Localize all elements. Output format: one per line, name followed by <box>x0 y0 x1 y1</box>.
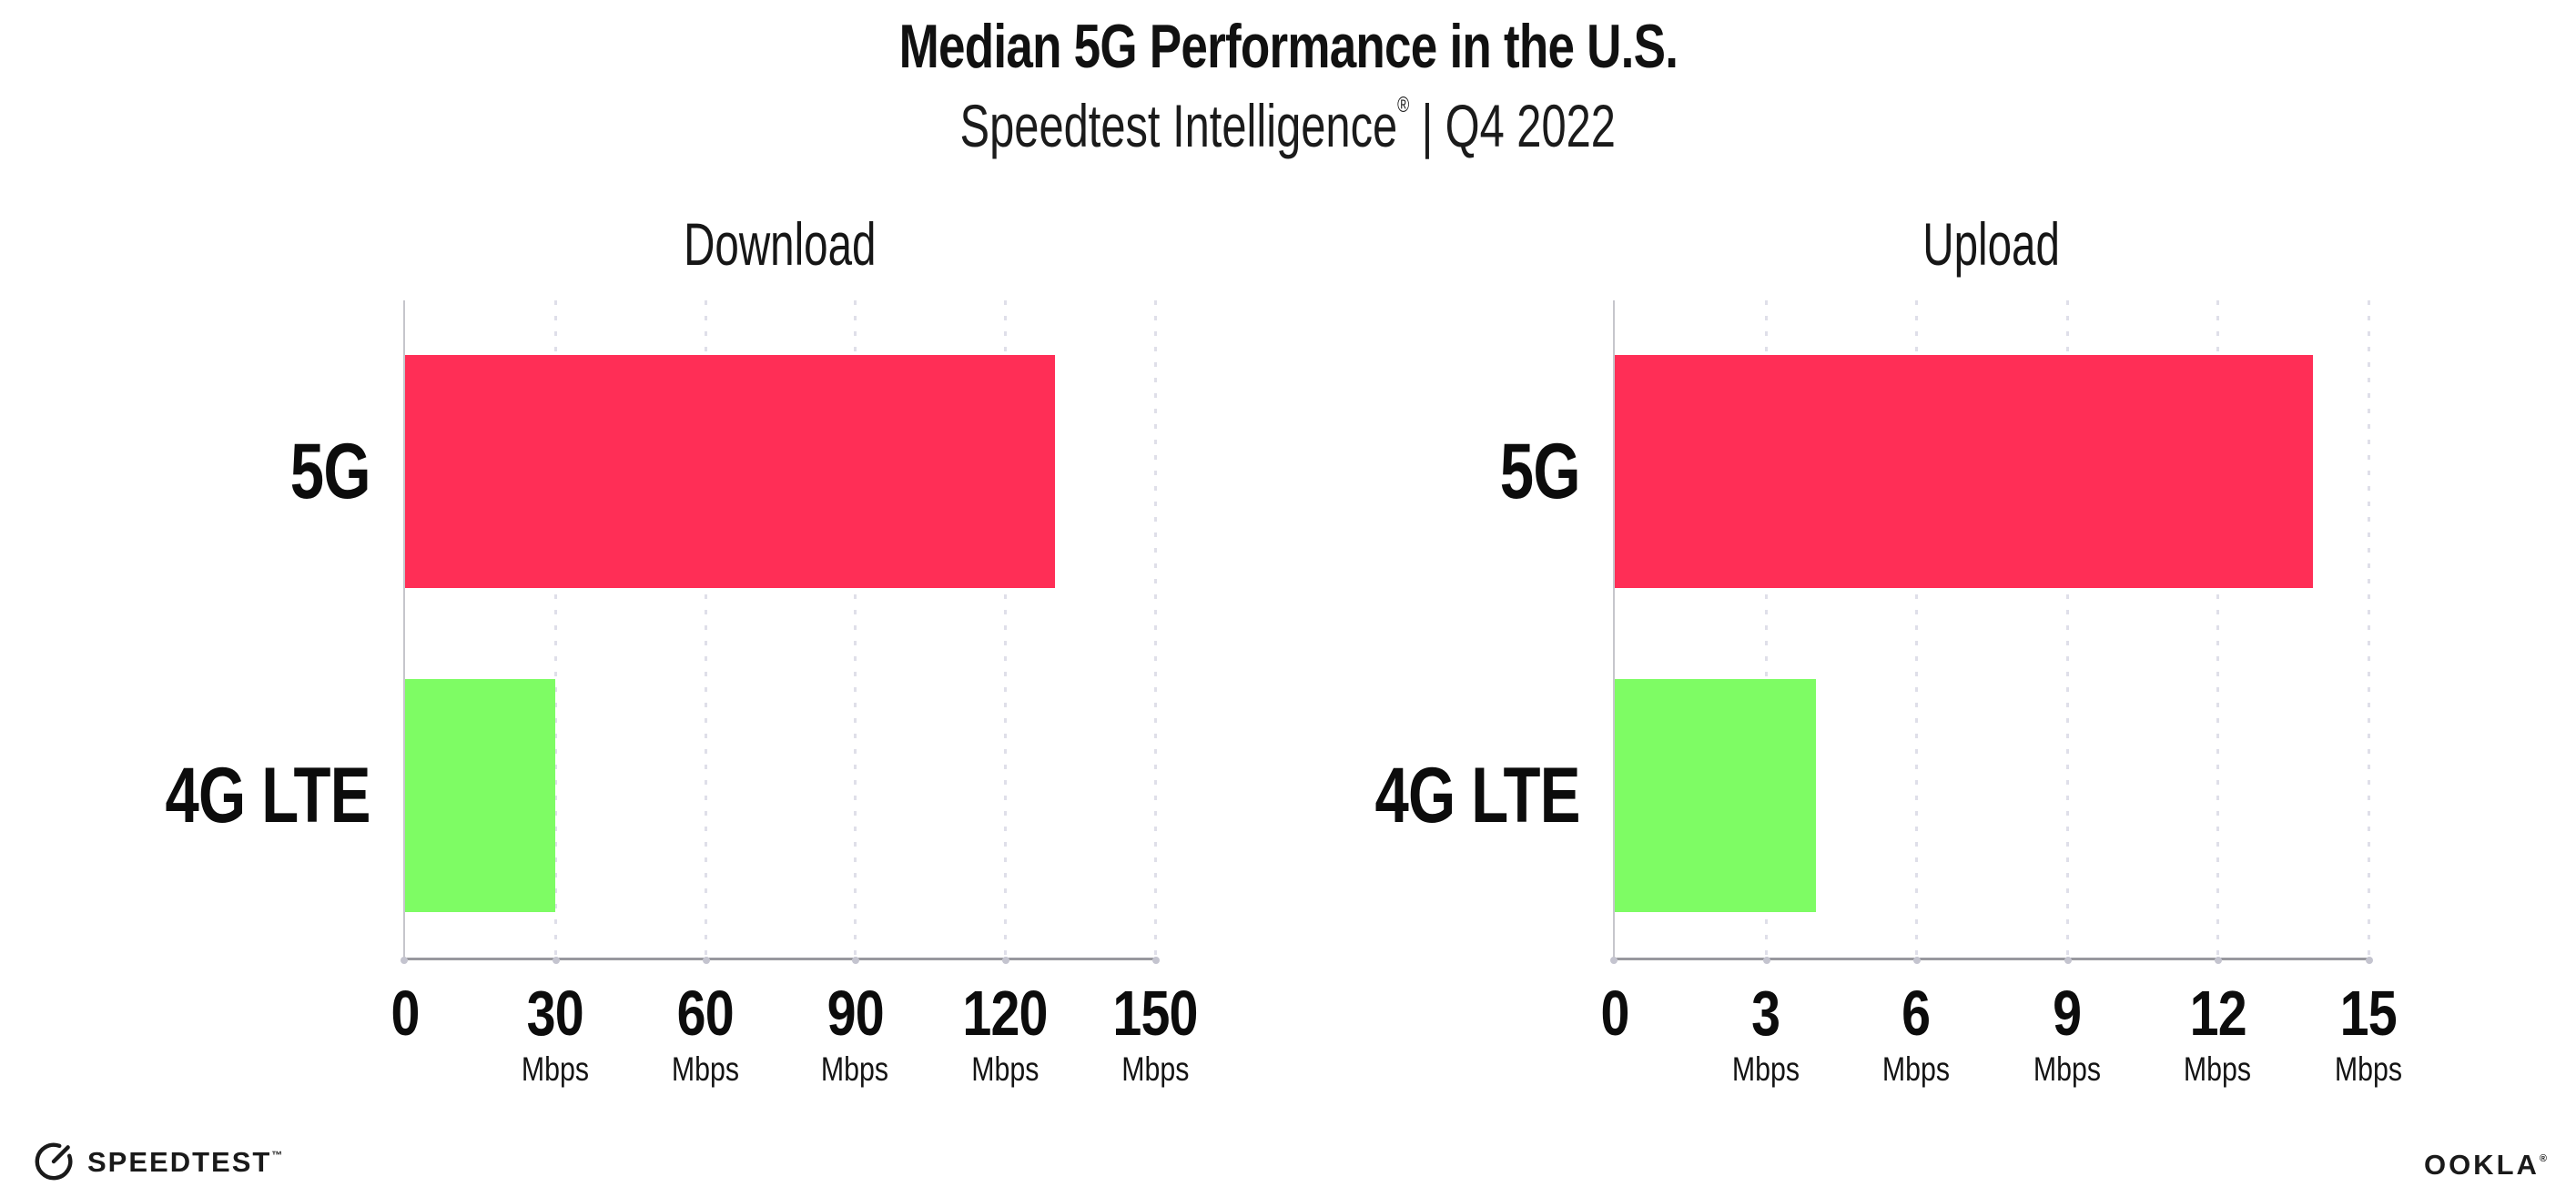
x-tick-120-value: 120 <box>962 978 1049 1049</box>
gridline-9 <box>2064 300 2072 964</box>
x-tick-9-unit: Mbps <box>2033 1050 2101 1088</box>
x-tick-30-value: 30 <box>526 978 584 1049</box>
x-tick-9-value: 9 <box>2053 978 2082 1049</box>
speedtest-wordmark: SPEEDTEST™ <box>87 1148 282 1176</box>
category-label-5g-text: 5G <box>290 427 371 515</box>
x-tick-0-value: 0 <box>390 978 420 1049</box>
x-tick-12-value: 12 <box>2189 978 2246 1049</box>
x-tick-60-unit: Mbps <box>671 1050 739 1088</box>
x-tick-120: 120 Mbps <box>953 981 1057 1086</box>
download-chart-title-text: Download <box>684 210 877 278</box>
x-tick-30-unit: Mbps <box>521 1050 589 1088</box>
gridline-120 <box>1002 300 1010 964</box>
download-chart-plot: Download 5G 4G LTE 0 30 Mbps 60 Mbps 90 … <box>166 210 1199 1086</box>
registered-symbol: ® <box>2539 1153 2547 1164</box>
x-tick-3-value: 3 <box>1751 978 1780 1049</box>
speedtest-logo: SPEEDTEST™ <box>33 1141 282 1182</box>
x-tick-0: 0 <box>1597 981 1632 1045</box>
x-tick-15-unit: Mbps <box>2334 1050 2403 1088</box>
x-tick-6: 6 Mbps <box>1875 981 1957 1086</box>
x-tick-90: 90 Mbps <box>814 981 896 1086</box>
category-label-4g-lte: 4G LTE <box>1317 679 1581 912</box>
x-tick-6-unit: Mbps <box>1882 1050 1951 1088</box>
x-tick-3: 3 Mbps <box>1724 981 1806 1086</box>
bar-5g-download <box>405 355 1056 588</box>
upload-chart-title-text: Upload <box>1922 210 2061 278</box>
x-tick-3-unit: Mbps <box>1731 1050 1800 1088</box>
subtitle-separator: | <box>1421 92 1434 159</box>
x-tick-60-value: 60 <box>676 978 734 1049</box>
gridline-12 <box>2215 300 2223 964</box>
x-tick-0: 0 <box>388 981 422 1045</box>
upload-chart-plot: Upload 5G 4G LTE 0 3 Mbps 6 Mbps 9 Mbps <box>1375 210 2402 1086</box>
subtitle-period: Q4 2022 <box>1445 92 1617 159</box>
x-tick-90-unit: Mbps <box>821 1050 889 1088</box>
x-tick-120-unit: Mbps <box>971 1050 1040 1088</box>
ookla-logo: OOKLA® <box>2424 1151 2547 1179</box>
x-tick-150-value: 150 <box>1112 978 1198 1049</box>
x-tick-0-value: 0 <box>1600 978 1629 1049</box>
category-label-5g: 5G <box>268 355 371 588</box>
page-title: Median 5G Performance in the U.S. <box>0 11 2576 82</box>
ookla-wordmark-text: OOKLA <box>2423 1149 2540 1181</box>
speedtest-wordmark-text: SPEEDTEST <box>87 1145 272 1178</box>
category-label-5g-text: 5G <box>1500 427 1581 515</box>
gauge-icon <box>35 1142 73 1181</box>
ookla-wordmark: OOKLA® <box>2424 1149 2547 1181</box>
gridline-90 <box>852 300 860 964</box>
gridline-3 <box>1762 300 1770 964</box>
x-tick-6-value: 6 <box>1902 978 1932 1049</box>
x-tick-9: 9 Mbps <box>2026 981 2108 1086</box>
gridline-150 <box>1152 300 1160 964</box>
x-tick-15-value: 15 <box>2339 978 2398 1049</box>
bar-5g-upload <box>1615 355 2314 588</box>
category-label-4g-lte: 4G LTE <box>107 679 371 912</box>
x-tick-12-unit: Mbps <box>2184 1050 2252 1088</box>
x-tick-15: 15 Mbps <box>2328 981 2409 1086</box>
upload-chart-title: Upload <box>1615 209 2368 279</box>
gridline-60 <box>702 300 710 964</box>
page-subtitle: Speedtest Intelligence® | Q4 2022 <box>0 91 2576 160</box>
download-chart-title: Download <box>405 209 1155 279</box>
category-label-4g-lte-text: 4G LTE <box>165 751 371 839</box>
gridline-30 <box>552 300 560 964</box>
page-title-text: Median 5G Performance in the U.S. <box>898 12 1678 81</box>
gridline-15 <box>2366 300 2373 964</box>
bar-4g-lte-download <box>405 679 555 912</box>
x-tick-12: 12 Mbps <box>2176 981 2258 1086</box>
x-tick-90-value: 90 <box>827 978 884 1049</box>
bar-4g-lte-upload <box>1615 679 1816 912</box>
gridline-6 <box>1913 300 1922 964</box>
trademark-symbol: ™ <box>271 1148 283 1161</box>
page-subtitle-text: Speedtest Intelligence® | Q4 2022 <box>960 91 1616 160</box>
registered-mark: ® <box>1397 93 1410 117</box>
subtitle-brand: Speedtest Intelligence <box>959 92 1398 159</box>
category-label-5g: 5G <box>1477 355 1581 588</box>
x-tick-30: 30 Mbps <box>514 981 596 1086</box>
x-tick-60: 60 Mbps <box>664 981 745 1086</box>
x-tick-150: 150 Mbps <box>1103 981 1207 1086</box>
category-label-4g-lte-text: 4G LTE <box>1374 751 1581 839</box>
x-tick-150-unit: Mbps <box>1121 1050 1190 1088</box>
